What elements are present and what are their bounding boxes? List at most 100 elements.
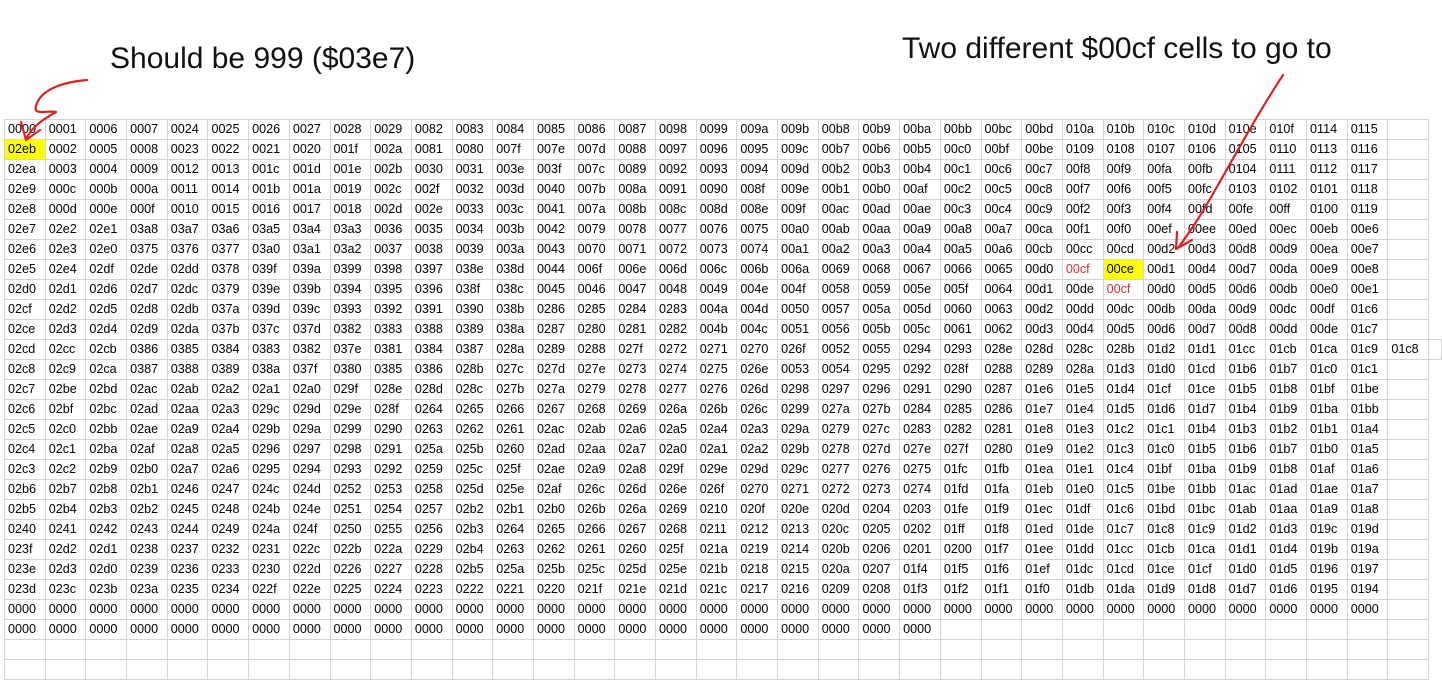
sheet-cell[interactable]: 00db: [1265, 279, 1307, 300]
sheet-cell[interactable]: 000d: [44, 199, 87, 220]
sheet-cell[interactable]: [4, 639, 46, 660]
sheet-cell[interactable]: 0027: [288, 119, 331, 140]
sheet-cell[interactable]: 0274: [655, 359, 697, 380]
sheet-cell[interactable]: 00f9: [1102, 159, 1145, 180]
sheet-cell[interactable]: 0118: [1346, 179, 1389, 200]
sheet-cell[interactable]: [1387, 279, 1429, 300]
sheet-cell[interactable]: [1265, 639, 1307, 660]
sheet-cell[interactable]: 0062: [980, 319, 1023, 340]
sheet-cell[interactable]: 020e: [777, 499, 819, 520]
sheet-cell[interactable]: 027d: [858, 439, 901, 460]
sheet-cell[interactable]: 0106: [1183, 139, 1226, 160]
sheet-cell[interactable]: 038a: [492, 319, 534, 340]
sheet-cell[interactable]: 00ac: [817, 199, 860, 220]
sheet-cell[interactable]: 02b6: [4, 479, 46, 500]
sheet-cell[interactable]: 0270: [736, 479, 779, 500]
sheet-cell[interactable]: 029b: [777, 439, 819, 460]
sheet-cell[interactable]: [1387, 639, 1429, 660]
sheet-cell[interactable]: 0395: [370, 279, 412, 300]
sheet-cell[interactable]: 0267: [614, 519, 656, 540]
sheet-cell[interactable]: [207, 639, 250, 660]
sheet-cell[interactable]: 0000: [899, 599, 941, 620]
sheet-cell[interactable]: 0257: [410, 499, 453, 520]
sheet-cell[interactable]: 0053: [777, 359, 819, 380]
sheet-cell[interactable]: 0298: [777, 379, 819, 400]
sheet-cell[interactable]: 02b5: [451, 559, 494, 580]
sheet-cell[interactable]: 02b8: [85, 479, 128, 500]
sheet-cell[interactable]: 0034: [451, 219, 494, 240]
sheet-cell[interactable]: 0000: [126, 619, 168, 640]
sheet-cell[interactable]: 0299: [777, 399, 819, 420]
sheet-cell[interactable]: 0279: [573, 379, 616, 400]
sheet-cell[interactable]: 0036: [370, 219, 412, 240]
sheet-cell[interactable]: 010a: [1061, 119, 1104, 140]
sheet-cell[interactable]: [451, 639, 494, 660]
sheet-cell[interactable]: 00d4: [1061, 319, 1104, 340]
sheet-cell[interactable]: 000e: [85, 199, 128, 220]
sheet-cell[interactable]: 00cf: [1061, 259, 1104, 280]
sheet-cell[interactable]: 020b: [817, 539, 860, 560]
sheet-cell[interactable]: 01b4: [1224, 399, 1267, 420]
sheet-cell[interactable]: 027b: [492, 379, 534, 400]
sheet-cell[interactable]: 025f: [492, 459, 534, 480]
sheet-cell[interactable]: 0289: [532, 339, 575, 360]
sheet-cell[interactable]: 01ba: [1183, 459, 1226, 480]
sheet-cell[interactable]: 0286: [532, 299, 575, 320]
sheet-cell[interactable]: 028b: [451, 359, 494, 380]
sheet-cell[interactable]: 00ad: [858, 199, 901, 220]
sheet-cell[interactable]: 020d: [817, 499, 860, 520]
sheet-cell[interactable]: [1387, 459, 1429, 480]
sheet-cell[interactable]: 0110: [1265, 139, 1307, 160]
sheet-cell[interactable]: [492, 639, 534, 660]
sheet-cell[interactable]: 03a8: [126, 219, 168, 240]
sheet-cell[interactable]: 0278: [817, 439, 860, 460]
sheet-cell[interactable]: 0000: [1306, 599, 1348, 620]
sheet-cell[interactable]: [1143, 619, 1185, 640]
sheet-cell[interactable]: 0037: [370, 239, 412, 260]
sheet-cell[interactable]: 01e7: [1021, 399, 1063, 420]
sheet-cell[interactable]: 02a2: [736, 439, 779, 460]
sheet-cell[interactable]: 0222: [451, 579, 494, 600]
sheet-cell[interactable]: 0295: [858, 359, 901, 380]
sheet-cell[interactable]: 00da: [1265, 259, 1307, 280]
sheet-cell[interactable]: 01f2: [939, 579, 982, 600]
sheet-cell[interactable]: [370, 639, 412, 660]
sheet-cell[interactable]: 00f2: [1061, 199, 1104, 220]
sheet-cell[interactable]: 02cb: [85, 339, 128, 360]
sheet-cell[interactable]: 02c1: [44, 439, 87, 460]
sheet-cell[interactable]: 01b6: [1224, 439, 1267, 460]
sheet-cell[interactable]: [573, 639, 616, 660]
sheet-cell[interactable]: 0082: [410, 119, 453, 140]
sheet-cell[interactable]: 0029: [370, 119, 412, 140]
sheet-cell[interactable]: 03a1: [288, 239, 331, 260]
sheet-cell[interactable]: 029f: [655, 459, 697, 480]
sheet-cell[interactable]: 0048: [655, 279, 697, 300]
sheet-cell[interactable]: 01b3: [1224, 419, 1267, 440]
sheet-cell[interactable]: 022d: [288, 559, 331, 580]
sheet-cell[interactable]: 0248: [207, 499, 250, 520]
sheet-cell[interactable]: [1021, 639, 1063, 660]
sheet-cell[interactable]: 026a: [655, 399, 697, 420]
sheet-cell[interactable]: 0083: [451, 119, 494, 140]
sheet-cell[interactable]: [1143, 659, 1185, 680]
sheet-cell[interactable]: 024f: [288, 519, 331, 540]
sheet-cell[interactable]: [817, 639, 860, 660]
sheet-cell[interactable]: 0288: [573, 339, 616, 360]
sheet-cell[interactable]: 022c: [288, 539, 331, 560]
sheet-cell[interactable]: 0000: [4, 619, 46, 640]
sheet-cell[interactable]: 0288: [980, 359, 1023, 380]
sheet-cell[interactable]: 0000: [410, 599, 453, 620]
sheet-cell[interactable]: 00d3: [1021, 319, 1063, 340]
sheet-cell[interactable]: 0391: [410, 299, 453, 320]
sheet-cell[interactable]: 0018: [329, 199, 372, 220]
sheet-cell[interactable]: 0051: [777, 319, 819, 340]
sheet-cell[interactable]: 0240: [4, 519, 46, 540]
sheet-cell[interactable]: 0060: [939, 299, 982, 320]
sheet-cell[interactable]: 00d5: [1183, 279, 1226, 300]
sheet-cell[interactable]: [85, 659, 128, 680]
sheet-cell[interactable]: 00b3: [858, 159, 901, 180]
sheet-cell[interactable]: 00a6: [980, 239, 1023, 260]
sheet-cell[interactable]: [1306, 619, 1348, 640]
sheet-cell[interactable]: 0065: [980, 259, 1023, 280]
sheet-cell[interactable]: 0000: [655, 619, 697, 640]
